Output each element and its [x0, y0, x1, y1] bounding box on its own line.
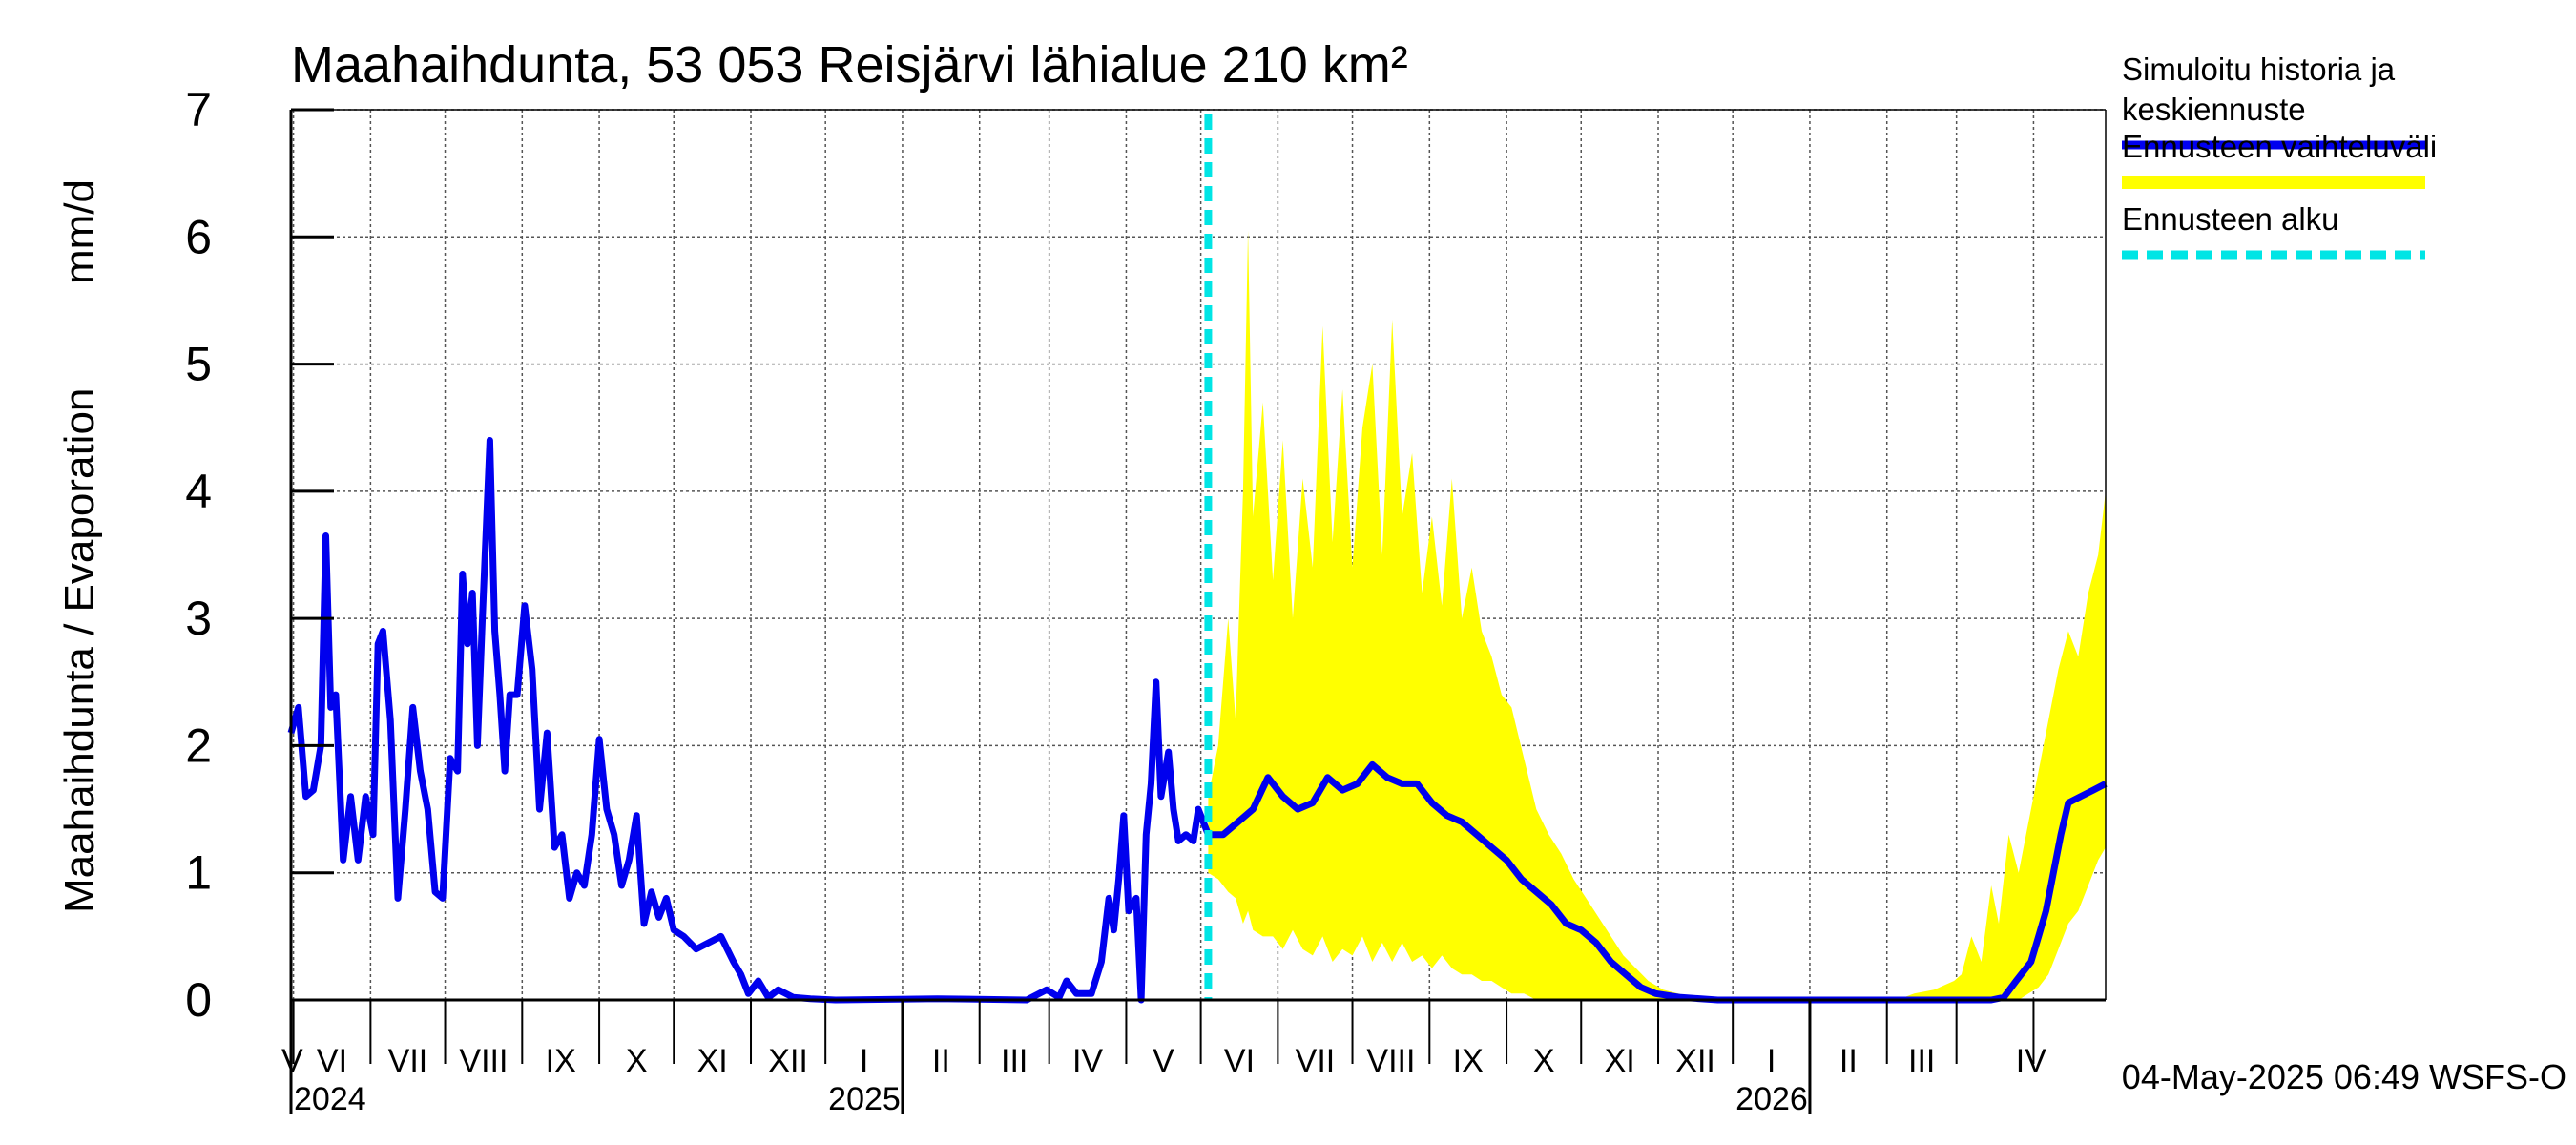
y-tick-label: 5 [185, 338, 212, 391]
month-label: V [1153, 1043, 1174, 1079]
month-label: X [626, 1043, 648, 1079]
month-label: IX [546, 1043, 576, 1079]
month-label: IX [1453, 1043, 1484, 1079]
history-mean-line [287, 437, 2108, 1004]
y-tick-label: 1 [185, 846, 212, 900]
month-label: VI [317, 1043, 347, 1079]
month-label: IV [2016, 1043, 2046, 1079]
month-label: X [1533, 1043, 1555, 1079]
month-label: IV [1072, 1043, 1103, 1079]
month-label: VI [1224, 1043, 1255, 1079]
month-label: II [1839, 1043, 1858, 1079]
y-tick-label: 7 [185, 83, 212, 136]
forecast-range-band [1208, 230, 2106, 1001]
month-label: II [932, 1043, 950, 1079]
legend: Simuloitu historia jakeskiennusteEnnuste… [2122, 52, 2437, 260]
year-label: 2025 [828, 1081, 901, 1117]
history-line-layer [287, 437, 2108, 1004]
chart-title: Maahaihdunta, 53 053 Reisjärvi lähialue … [291, 36, 1408, 94]
month-label: XI [1605, 1043, 1635, 1079]
year-label: 2026 [1735, 1081, 1808, 1117]
month-label: VIII [459, 1043, 508, 1079]
month-label: VII [388, 1043, 428, 1079]
year-label: 2024 [294, 1081, 366, 1117]
month-label: III [1001, 1043, 1028, 1079]
legend-label: Simuloitu historia ja [2122, 52, 2396, 87]
y-axis-label: Maahaihdunta / Evaporation [56, 388, 103, 913]
month-label: I [1767, 1043, 1776, 1079]
y-tick-label: 2 [185, 718, 212, 772]
y-axis-unit: mm/d [56, 179, 103, 284]
month-label: VIII [1366, 1043, 1415, 1079]
month-label: XI [697, 1043, 728, 1079]
month-label: VII [1296, 1043, 1336, 1079]
y-tick-label: 4 [185, 465, 212, 518]
month-label: V [281, 1043, 303, 1079]
legend-label: keskiennuste [2122, 92, 2306, 127]
month-label: XII [1675, 1043, 1715, 1079]
forecast-band-layer [1208, 230, 2106, 1001]
month-label: XII [768, 1043, 808, 1079]
timestamp: 04-May-2025 06:49 WSFS-O [2122, 1057, 2566, 1096]
y-tick-label: 0 [185, 973, 212, 1027]
legend-label: Ennusteen vaihteluväli [2122, 129, 2437, 164]
y-tick-label: 3 [185, 592, 212, 645]
legend-label: Ennusteen alku [2122, 201, 2339, 237]
y-tick-label: 6 [185, 210, 212, 263]
month-label: I [860, 1043, 868, 1079]
month-label: III [1908, 1043, 1935, 1079]
